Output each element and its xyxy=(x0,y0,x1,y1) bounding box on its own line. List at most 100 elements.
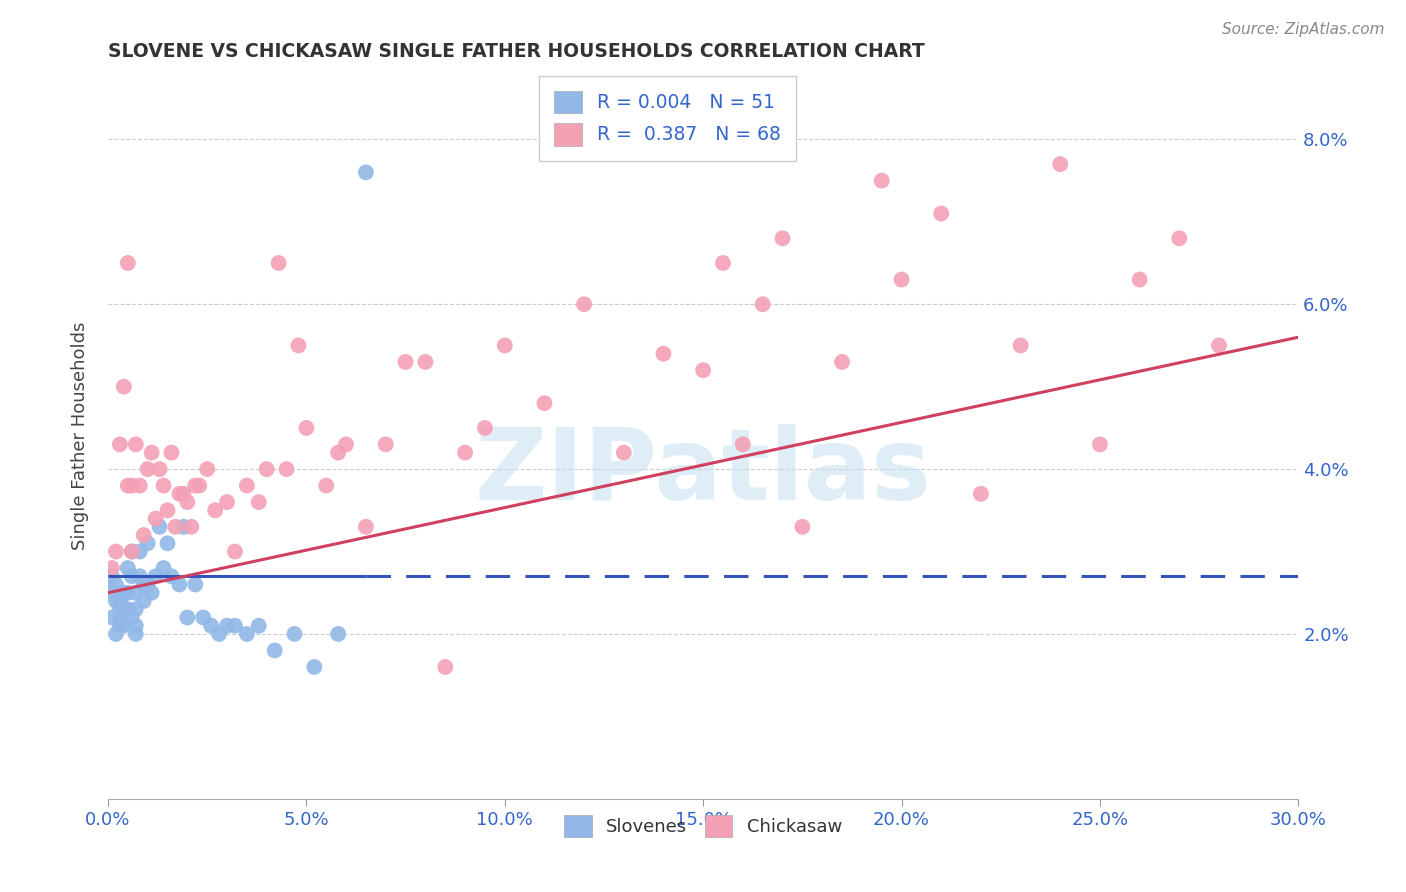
Point xyxy=(108,594,131,608)
Point xyxy=(121,478,143,492)
Point xyxy=(613,445,636,459)
Point xyxy=(533,396,555,410)
Point xyxy=(731,437,754,451)
Point xyxy=(152,478,174,492)
Point xyxy=(156,503,179,517)
Point xyxy=(121,544,143,558)
Point xyxy=(125,586,148,600)
Point xyxy=(494,338,516,352)
Point xyxy=(236,627,259,641)
Point xyxy=(970,487,993,501)
Point xyxy=(267,256,290,270)
Point xyxy=(125,618,148,632)
Point xyxy=(572,297,595,311)
Point xyxy=(184,577,207,591)
Point xyxy=(180,520,202,534)
Point xyxy=(104,594,127,608)
Point xyxy=(101,586,124,600)
Point xyxy=(188,478,211,492)
Point xyxy=(117,602,139,616)
Point xyxy=(165,520,187,534)
Point xyxy=(172,520,194,534)
Text: ZIPatlas: ZIPatlas xyxy=(475,424,932,521)
Point xyxy=(104,627,127,641)
Point xyxy=(208,627,231,641)
Point xyxy=(1010,338,1032,352)
Point xyxy=(169,577,191,591)
Point xyxy=(224,544,246,558)
Point xyxy=(215,495,238,509)
Legend: Slovenes, Chickasaw: Slovenes, Chickasaw xyxy=(557,808,849,844)
Point xyxy=(152,561,174,575)
Point xyxy=(104,544,127,558)
Point xyxy=(176,495,198,509)
Point xyxy=(112,586,135,600)
Point xyxy=(394,355,416,369)
Point xyxy=(315,478,337,492)
Point xyxy=(145,511,167,525)
Point xyxy=(1088,437,1111,451)
Point xyxy=(247,618,270,632)
Point xyxy=(128,569,150,583)
Point xyxy=(304,660,326,674)
Point xyxy=(236,478,259,492)
Point xyxy=(125,627,148,641)
Point xyxy=(125,602,148,616)
Point xyxy=(751,297,773,311)
Point xyxy=(112,618,135,632)
Point xyxy=(200,618,222,632)
Point xyxy=(354,165,377,179)
Point xyxy=(108,602,131,616)
Point xyxy=(354,520,377,534)
Point xyxy=(112,379,135,393)
Point xyxy=(128,478,150,492)
Point xyxy=(132,594,155,608)
Point xyxy=(652,347,675,361)
Point xyxy=(283,627,305,641)
Point xyxy=(434,660,457,674)
Point xyxy=(247,495,270,509)
Point xyxy=(335,437,357,451)
Point xyxy=(121,610,143,624)
Point xyxy=(132,528,155,542)
Point xyxy=(117,561,139,575)
Point xyxy=(132,577,155,591)
Point xyxy=(145,569,167,583)
Point xyxy=(148,520,170,534)
Point xyxy=(831,355,853,369)
Point xyxy=(169,487,191,501)
Point xyxy=(148,462,170,476)
Point xyxy=(160,445,183,459)
Point xyxy=(415,355,437,369)
Point xyxy=(929,206,952,220)
Point xyxy=(326,445,349,459)
Point xyxy=(101,561,124,575)
Point xyxy=(128,544,150,558)
Point xyxy=(108,437,131,451)
Point xyxy=(117,586,139,600)
Point xyxy=(141,445,163,459)
Point xyxy=(112,602,135,616)
Point xyxy=(136,577,159,591)
Point xyxy=(772,231,794,245)
Point xyxy=(890,272,912,286)
Point xyxy=(374,437,396,451)
Point xyxy=(1129,272,1152,286)
Point xyxy=(121,569,143,583)
Point xyxy=(263,643,285,657)
Point xyxy=(256,462,278,476)
Point xyxy=(474,421,496,435)
Point xyxy=(276,462,298,476)
Point xyxy=(108,610,131,624)
Point xyxy=(108,618,131,632)
Point xyxy=(792,520,814,534)
Point xyxy=(1168,231,1191,245)
Point xyxy=(711,256,734,270)
Point xyxy=(195,462,218,476)
Point xyxy=(101,569,124,583)
Point xyxy=(215,618,238,632)
Point xyxy=(870,173,893,187)
Point xyxy=(136,462,159,476)
Text: Source: ZipAtlas.com: Source: ZipAtlas.com xyxy=(1222,22,1385,37)
Point xyxy=(295,421,318,435)
